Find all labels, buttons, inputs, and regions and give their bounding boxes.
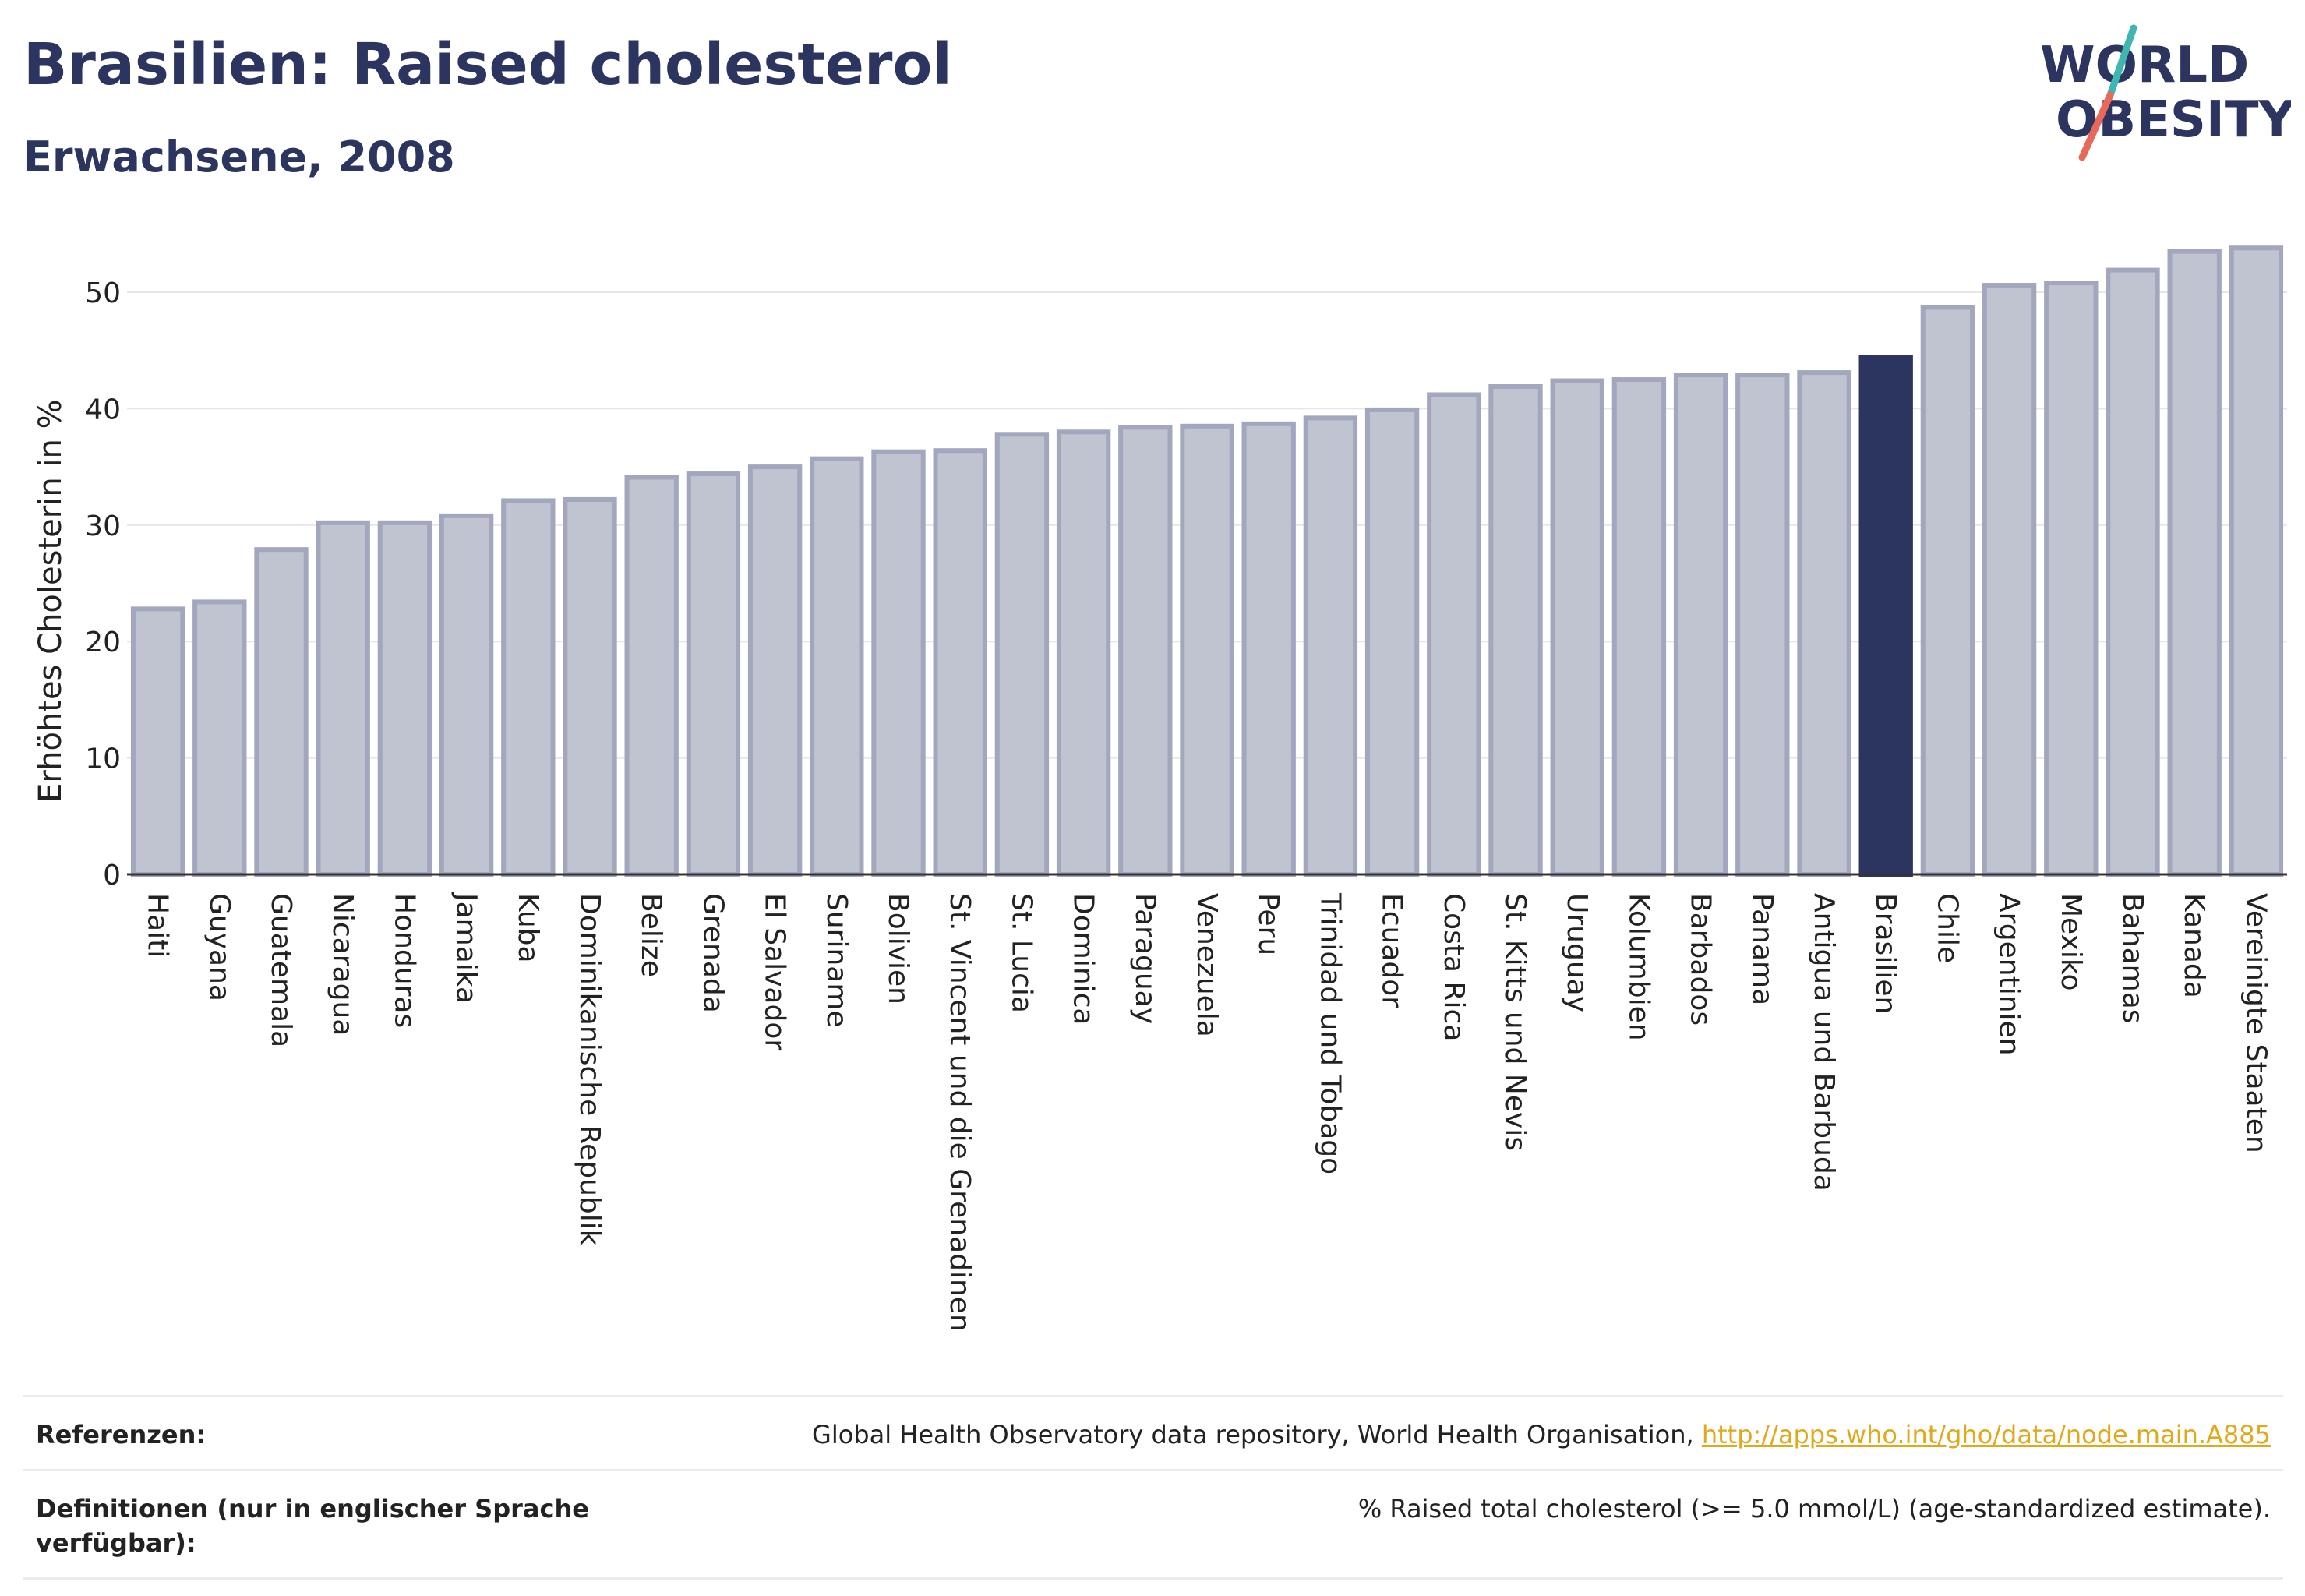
y-tick-label: 30	[85, 510, 121, 542]
bar	[1673, 373, 1728, 877]
bar	[686, 471, 741, 877]
bar	[624, 475, 679, 877]
x-tick-label: Antigua und Barbuda	[1808, 893, 1840, 1192]
bar	[994, 432, 1050, 877]
x-tick-label: Uruguay	[1561, 893, 1593, 1012]
bar	[1488, 384, 1543, 877]
bar	[933, 448, 987, 877]
y-axis-ticks: 0 10 20 30 40 50	[85, 277, 121, 892]
bar	[871, 449, 926, 877]
x-tick-label: Guyana	[203, 893, 235, 1001]
x-tick-label: Kolumbien	[1622, 893, 1654, 1041]
references-value: Global Health Observatory data repositor…	[812, 1418, 2271, 1452]
y-tick-label: 50	[85, 277, 121, 309]
bar-chart: 0 10 20 30 40 50 Haiti Guyana Guatemala Nicaragu…	[33, 245, 2287, 1332]
x-tick-label: Haiti	[142, 893, 174, 958]
x-tick-label: Jamaika	[450, 892, 482, 1004]
x-tick-label: El Salvador	[759, 893, 791, 1050]
bars	[130, 245, 2284, 877]
x-tick-label: Trinidad und Tobago	[1314, 892, 1346, 1174]
x-tick-label: Ecuador	[1376, 893, 1408, 1008]
bar	[1550, 378, 1604, 877]
bar	[254, 547, 309, 877]
bar	[1364, 407, 1420, 877]
bar	[2167, 249, 2222, 877]
x-tick-label: Chile	[1931, 893, 1963, 963]
bar	[130, 606, 185, 877]
x-tick-label: St. Kitts und Nevis	[1499, 893, 1531, 1151]
y-tick-label: 10	[85, 743, 121, 775]
y-axis-title: Erhöhtes Cholesterin in %	[33, 399, 69, 802]
bar	[563, 496, 617, 877]
x-tick-label: Brasilien	[1869, 893, 1901, 1014]
bar	[192, 599, 247, 877]
bar	[1118, 425, 1173, 877]
bar	[1611, 377, 1667, 877]
chart-subtitle: Erwachsene, 2008	[23, 132, 455, 182]
x-tick-label: Grenada	[697, 893, 729, 1013]
bar	[377, 520, 432, 877]
logo-slash-red	[2078, 91, 2114, 161]
x-tick-label: Dominikanische Republik	[574, 893, 605, 1246]
definitions-label: Definitionen (nur in englischer Sprache …	[36, 1494, 589, 1558]
y-tick-label: 0	[103, 860, 121, 892]
x-tick-label: Suriname	[821, 893, 852, 1028]
logo-text-world: WORLD	[2040, 37, 2249, 94]
x-tick-label: Costa Rica	[1438, 893, 1470, 1041]
chart-title: Brasilien: Raised cholesterol	[23, 31, 952, 98]
y-tick-label: 20	[85, 627, 121, 659]
logo-text-obesity: OBESITY	[2056, 91, 2291, 149]
bar	[1735, 373, 1790, 877]
x-tick-label: Paraguay	[1129, 893, 1161, 1024]
x-tick-label: Panama	[1746, 893, 1778, 1005]
x-tick-label: Dominica	[1068, 893, 1100, 1026]
footer-table: Referenzen: Global Health Observatory da…	[23, 1395, 2283, 1580]
bar	[1920, 305, 1975, 877]
bar	[1427, 392, 1481, 877]
x-tick-label: Barbados	[1685, 893, 1717, 1026]
x-tick-label: Belize	[635, 893, 667, 977]
bar	[501, 498, 556, 877]
x-tick-label: Venezuela	[1191, 893, 1223, 1037]
bar	[1180, 423, 1234, 877]
bar	[316, 520, 370, 877]
x-tick-label: Honduras	[388, 893, 420, 1028]
x-tick-label: Kanada	[2178, 893, 2210, 998]
bar	[439, 513, 494, 877]
bar	[747, 464, 803, 877]
bar-highlight	[1858, 355, 1913, 877]
bar	[1241, 421, 1296, 877]
x-axis-ticks: Haiti Guyana Guatemala Nicaragua Honduras Jam…	[142, 892, 2272, 1332]
world-obesity-logo: WORLD OBESITY	[2040, 24, 2291, 161]
y-tick-label: 40	[85, 394, 121, 425]
bar	[810, 456, 864, 877]
bar	[2229, 245, 2284, 877]
references-link[interactable]: http://apps.who.int/gho/data/node.main.A…	[1701, 1420, 2271, 1449]
bar	[1982, 283, 2037, 877]
bar	[2044, 281, 2099, 877]
bar	[1797, 370, 1851, 877]
definitions-row: Definitionen (nur in englischer Sprache …	[23, 1469, 2283, 1580]
references-text: Global Health Observatory data repositor…	[812, 1420, 1702, 1449]
x-tick-label: Mexiko	[2055, 893, 2087, 990]
x-tick-label: Nicaragua	[327, 893, 358, 1036]
references-row: Referenzen: Global Health Observatory da…	[23, 1395, 2283, 1469]
x-tick-label: St. Lucia	[1005, 893, 1037, 1013]
x-tick-label: Argentinien	[1993, 893, 2025, 1056]
x-tick-label: Vereinigte Staaten	[2240, 893, 2271, 1153]
x-tick-label: St. Vincent und die Grenadinen	[944, 893, 976, 1332]
bar	[1056, 429, 1111, 877]
references-label: Referenzen:	[36, 1420, 206, 1449]
x-tick-label: Guatemala	[265, 893, 297, 1047]
x-tick-label: Bahamas	[2116, 893, 2148, 1024]
x-tick-label: Kuba	[512, 893, 544, 963]
definitions-value: % Raised total cholesterol (>= 5.0 mmol/…	[1357, 1494, 2271, 1524]
x-tick-label: Peru	[1252, 893, 1284, 955]
bar	[2106, 267, 2160, 877]
logo-slash-teal	[2106, 24, 2137, 99]
bar	[1303, 415, 1358, 877]
x-tick-label: Bolivien	[882, 893, 914, 1005]
